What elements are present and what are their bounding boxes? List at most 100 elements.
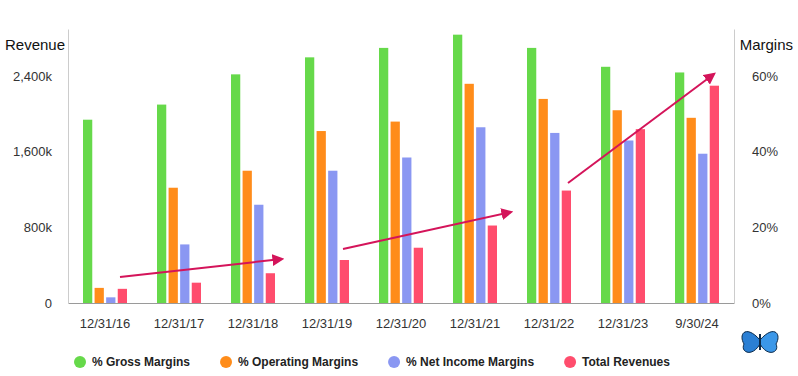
tick: 12/31/22 [524, 316, 575, 331]
axis-title: Revenue [5, 36, 65, 53]
chart: 12/31/16 12/31/17 12/31/18 12/31/19 12/31/20… [0, 0, 798, 376]
tick: 9/30/24 [675, 316, 718, 331]
tick-label: 800k [24, 220, 53, 235]
tick: 0% [734, 296, 771, 311]
tick-label: 12/31/21 [450, 316, 501, 331]
tick: 12/31/21 [450, 316, 501, 331]
bar [710, 86, 719, 303]
legend: % Gross Margins % Operating Margins % Net … [74, 355, 670, 369]
series [95, 84, 696, 303]
tick: 2,400k [13, 69, 68, 84]
legend-item: % Gross Margins [74, 355, 190, 369]
bar [180, 244, 189, 303]
bar [527, 48, 536, 303]
legend-swatch [564, 356, 576, 368]
tick-label: 9/30/24 [675, 316, 718, 331]
tick-label: 20% [752, 220, 778, 235]
tick: 12/31/20 [376, 316, 427, 331]
bar [328, 171, 337, 303]
bar [675, 72, 684, 303]
bar [254, 205, 263, 303]
bar [601, 67, 610, 303]
tick: 12/31/17 [154, 316, 205, 331]
logo-body [759, 334, 761, 350]
series [106, 127, 707, 303]
bar [453, 35, 462, 303]
tick-label: 2,400k [13, 69, 53, 84]
axis-title: Margins [740, 36, 793, 53]
bar [83, 120, 92, 303]
trend-arrow [343, 212, 511, 249]
series [118, 86, 719, 303]
bar [624, 140, 633, 303]
bars [83, 35, 719, 303]
tick: 800k [24, 220, 68, 235]
tick-label: 12/31/22 [524, 316, 575, 331]
trend-arrow [120, 259, 282, 277]
trend-arrow [568, 74, 714, 183]
tick: 60% [734, 69, 778, 84]
legend-label: % Net Income Margins [406, 355, 534, 369]
y2-axis: 0% 20% 40% 60% [734, 30, 778, 311]
tick-label: 12/31/20 [376, 316, 427, 331]
bar [562, 191, 571, 303]
bar [379, 48, 388, 303]
legend-swatch [220, 356, 232, 368]
tick-label: 0% [752, 296, 771, 311]
tick-label: 12/31/16 [80, 316, 131, 331]
bar [317, 131, 326, 303]
bar [476, 127, 485, 303]
tick-label: 12/31/17 [154, 316, 205, 331]
tick: 40% [734, 144, 778, 159]
tick-label: 0 [45, 296, 52, 311]
logo-wing [742, 332, 760, 353]
tick-label: 1,600k [13, 144, 53, 159]
bar [391, 122, 400, 303]
tick: 12/31/18 [228, 316, 279, 331]
tick-label: 12/31/23 [598, 316, 649, 331]
tick-label: 12/31/18 [228, 316, 279, 331]
tick: 0 [45, 296, 68, 311]
x-axis: 12/31/16 12/31/17 12/31/18 12/31/19 12/31/20… [69, 304, 735, 332]
bar [243, 171, 252, 303]
bar [95, 288, 104, 303]
tick: 20% [734, 220, 778, 235]
bar [687, 118, 696, 303]
axis-line [68, 30, 69, 304]
bar [539, 99, 548, 303]
bar [305, 57, 314, 303]
legend-label: Total Revenues [582, 355, 670, 369]
tick-label: 60% [752, 69, 778, 84]
bar [613, 110, 622, 303]
axis-line [734, 30, 735, 304]
bar [465, 84, 474, 303]
legend-label: % Gross Margins [92, 355, 190, 369]
tick-label: 40% [752, 144, 778, 159]
tick: 12/31/19 [302, 316, 353, 331]
y-axis: 0 800k 1,600k 2,400k [13, 30, 69, 311]
bar [550, 133, 559, 303]
bar [414, 248, 423, 303]
legend-label: % Operating Margins [238, 355, 358, 369]
bar [266, 273, 275, 303]
bar [402, 157, 411, 303]
legend-item: % Net Income Margins [388, 355, 534, 369]
bar [106, 297, 115, 303]
tick: 1,600k [13, 144, 68, 159]
trend-arrows [120, 74, 714, 277]
tick: 12/31/23 [598, 316, 649, 331]
tick: 12/31/16 [80, 316, 131, 331]
legend-swatch [74, 356, 86, 368]
series [83, 35, 684, 303]
bar [340, 260, 349, 303]
bar [488, 226, 497, 303]
legend-swatch [388, 356, 400, 368]
logo [742, 332, 778, 353]
bar [169, 188, 178, 303]
bar [231, 74, 240, 303]
bar [192, 283, 201, 303]
axis-line [69, 303, 735, 304]
bar [698, 154, 707, 303]
tick-label: 12/31/19 [302, 316, 353, 331]
logo-wing [760, 332, 778, 353]
